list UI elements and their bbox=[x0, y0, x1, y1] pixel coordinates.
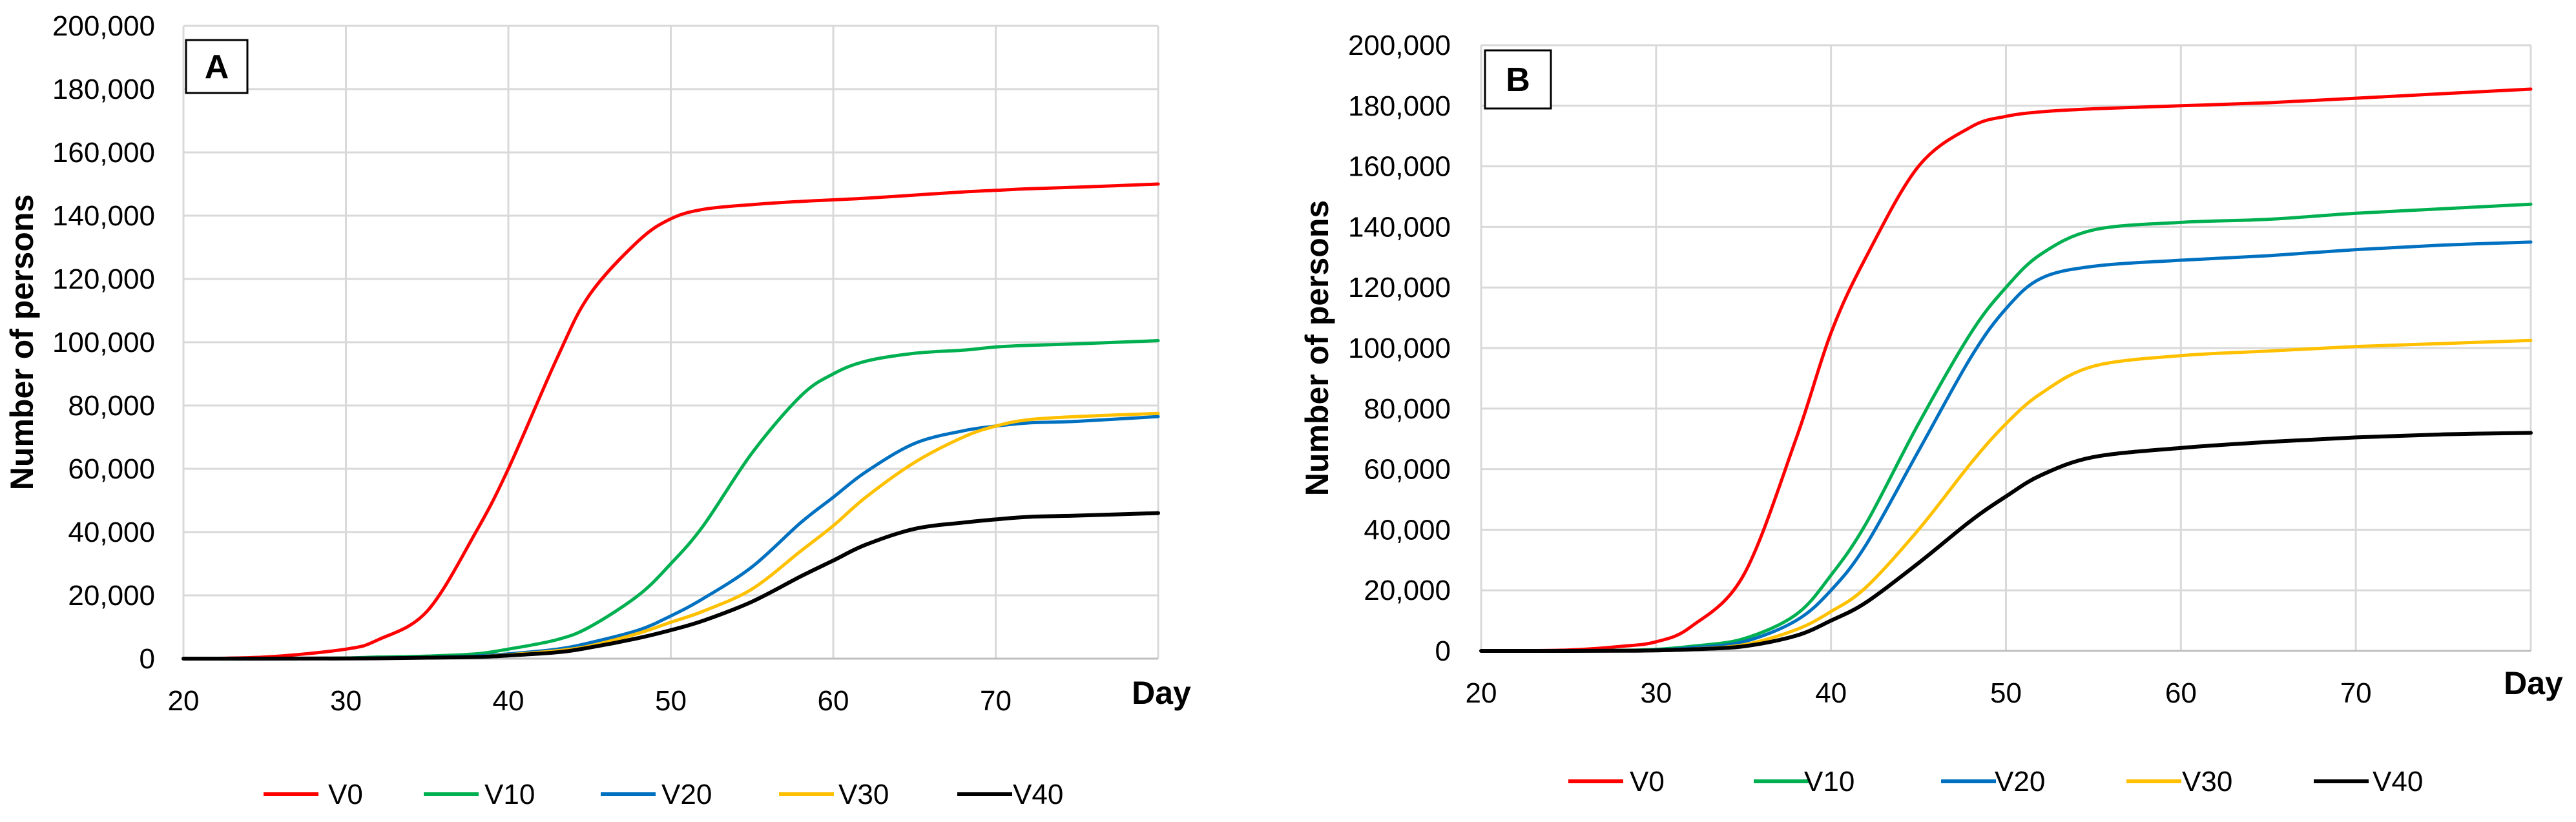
x-tick-label: 40 bbox=[1815, 677, 1847, 709]
legend: V0 V10 V20 V30 V40 bbox=[1568, 766, 2423, 797]
legend-label-v0: V0 bbox=[1630, 766, 1665, 797]
y-tick-label: 0 bbox=[1435, 635, 1451, 667]
y-tick-label: 200,000 bbox=[52, 10, 155, 42]
panel-label: A bbox=[205, 48, 229, 86]
y-tick-label: 40,000 bbox=[1364, 514, 1451, 546]
x-tick-label: 60 bbox=[818, 685, 849, 717]
y-tick-label: 80,000 bbox=[68, 390, 155, 422]
chart-panel-a: 0 20,000 40,000 60,000 80,000 100,000 120,000 1… bbox=[4, 10, 1191, 810]
chart-panel-b: 0 20,000 40,000 60,000 80,000 100,000 120,000 1… bbox=[1299, 30, 2563, 797]
legend-label-v0: V0 bbox=[328, 779, 363, 810]
y-tick-label: 40,000 bbox=[68, 517, 155, 548]
y-tick-label: 160,000 bbox=[1348, 151, 1451, 183]
series-line-v0 bbox=[182, 182, 1160, 661]
legend-label-v30: V30 bbox=[838, 779, 889, 810]
y-tick-label: 0 bbox=[140, 643, 155, 675]
panel-label: B bbox=[1506, 61, 1530, 99]
y-tick-label: 20,000 bbox=[1364, 575, 1451, 606]
y-tick-label: 20,000 bbox=[68, 580, 155, 611]
y-tick-label: 60,000 bbox=[68, 453, 155, 485]
y-tick-label: 120,000 bbox=[52, 263, 155, 295]
y-tick-label: 200,000 bbox=[1348, 30, 1451, 61]
y-tick-label: 140,000 bbox=[1348, 211, 1451, 243]
y-tick-label: 160,000 bbox=[52, 137, 155, 169]
y-tick-label: 120,000 bbox=[1348, 272, 1451, 303]
x-tick-label: 20 bbox=[168, 685, 200, 717]
y-tick-label: 100,000 bbox=[1348, 333, 1451, 364]
x-tick-label: 60 bbox=[2165, 677, 2197, 709]
y-tick-label: 60,000 bbox=[1364, 454, 1451, 486]
x-tick-label: 20 bbox=[1466, 677, 1497, 709]
y-axis-label: Number of persons bbox=[4, 194, 40, 490]
y-axis-label: Number of persons bbox=[1299, 200, 1335, 496]
panel-label-box bbox=[185, 39, 249, 94]
legend-label-v20: V20 bbox=[661, 779, 712, 810]
legend-label-v20: V20 bbox=[1995, 766, 2045, 797]
legend-label-v40: V40 bbox=[1013, 779, 1063, 810]
series-line-v40 bbox=[182, 511, 1160, 661]
legend-label-v10: V10 bbox=[484, 779, 535, 810]
legend-label-v30: V30 bbox=[2182, 766, 2232, 797]
legend-label-v10: V10 bbox=[1804, 766, 1854, 797]
series-line-v40 bbox=[1479, 431, 2533, 653]
x-tick-label: 40 bbox=[493, 685, 525, 717]
x-axis-label: Day bbox=[2504, 665, 2563, 701]
y-tick-label: 180,000 bbox=[52, 74, 155, 105]
x-tick-label: 70 bbox=[980, 685, 1012, 717]
y-tick-label: 80,000 bbox=[1364, 393, 1451, 425]
x-tick-label: 50 bbox=[655, 685, 687, 717]
x-tick-label: 70 bbox=[2340, 677, 2372, 709]
legend: V0 V10 V20 V30 V40 bbox=[264, 779, 1063, 810]
series-line-v0 bbox=[1479, 87, 2533, 653]
x-tick-label: 30 bbox=[1640, 677, 1672, 709]
x-axis-label: Day bbox=[1132, 675, 1191, 711]
y-tick-label: 100,000 bbox=[52, 327, 155, 358]
legend-label-v40: V40 bbox=[2373, 766, 2423, 797]
x-tick-label: 50 bbox=[1990, 677, 2022, 709]
y-tick-label: 140,000 bbox=[52, 200, 155, 232]
panel-label-box bbox=[1484, 49, 1552, 110]
y-tick-label: 180,000 bbox=[1348, 90, 1451, 122]
gridlines bbox=[182, 25, 1159, 660]
x-tick-label: 30 bbox=[330, 685, 362, 717]
